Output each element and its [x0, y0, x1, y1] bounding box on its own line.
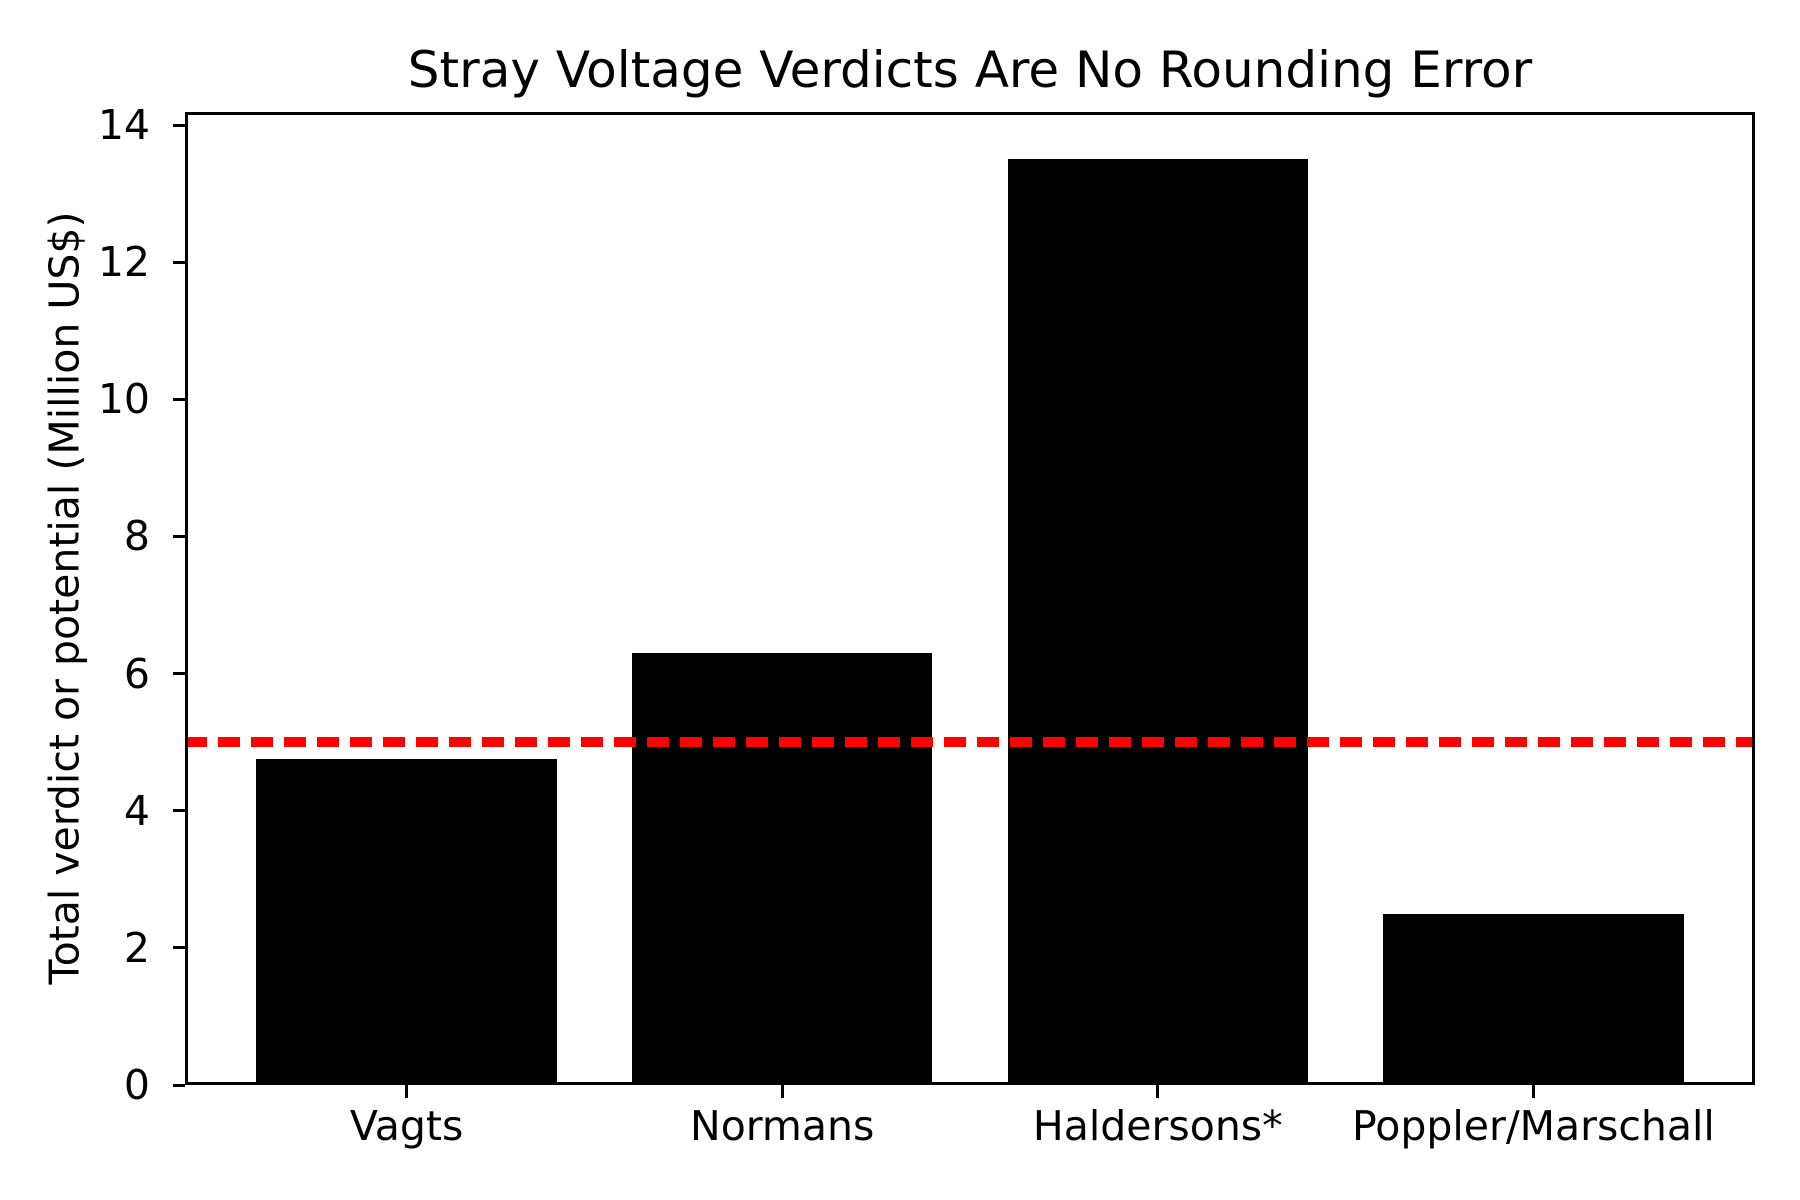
y-tick-label: 2 [123, 923, 150, 972]
y-tick-label: 6 [123, 649, 150, 698]
x-tick-label: Poppler/Marschall [1351, 1102, 1715, 1150]
y-tick [173, 123, 185, 127]
y-tick [173, 946, 185, 950]
y-tick [173, 534, 185, 538]
y-tick-label: 10 [97, 375, 150, 424]
y-axis-label: Total verdict or potential (Million US$) [40, 211, 89, 985]
x-tick-label: Normans [690, 1102, 875, 1150]
plot-area [173, 112, 1755, 1098]
y-tick [173, 809, 185, 813]
reference-line [185, 737, 1755, 748]
bar [1383, 913, 1684, 1085]
y-tick [173, 1083, 185, 1087]
x-tick [405, 1085, 409, 1098]
y-tick-label: 14 [97, 101, 150, 150]
x-tick-label: Vagts [349, 1102, 464, 1150]
x-tick-label: Haldersons* [1032, 1102, 1283, 1150]
x-tick [1156, 1085, 1160, 1098]
x-tick [780, 1085, 784, 1098]
chart-title: Stray Voltage Verdicts Are No Rounding E… [407, 41, 1533, 99]
y-tick-label: 12 [97, 238, 150, 287]
bar [256, 759, 557, 1085]
y-tick-label: 8 [123, 512, 150, 561]
bar [1007, 159, 1309, 1085]
y-tick-label: 0 [123, 1061, 150, 1109]
y-tick [173, 397, 185, 401]
bar [631, 653, 933, 1085]
y-tick-label: 4 [123, 786, 150, 835]
x-tick [1531, 1085, 1535, 1098]
y-tick [173, 260, 185, 264]
y-tick [173, 672, 185, 676]
